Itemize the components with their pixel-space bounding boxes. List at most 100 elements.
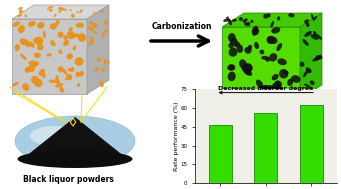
Ellipse shape xyxy=(19,10,21,14)
Ellipse shape xyxy=(312,57,318,62)
Ellipse shape xyxy=(278,92,288,99)
Ellipse shape xyxy=(34,79,43,87)
Text: Carbonization: Carbonization xyxy=(152,22,212,31)
Ellipse shape xyxy=(76,11,79,13)
Ellipse shape xyxy=(58,10,61,13)
Ellipse shape xyxy=(287,79,293,86)
Ellipse shape xyxy=(256,80,263,88)
Ellipse shape xyxy=(63,35,67,40)
Ellipse shape xyxy=(30,126,80,146)
Ellipse shape xyxy=(33,37,42,44)
Ellipse shape xyxy=(88,26,94,31)
Ellipse shape xyxy=(279,69,288,78)
Y-axis label: Rate performance (%): Rate performance (%) xyxy=(174,101,179,171)
Ellipse shape xyxy=(307,69,312,73)
Ellipse shape xyxy=(42,73,46,78)
Ellipse shape xyxy=(277,43,282,51)
Ellipse shape xyxy=(101,67,106,73)
Ellipse shape xyxy=(254,42,259,49)
Ellipse shape xyxy=(228,72,236,81)
Bar xyxy=(209,125,232,183)
Ellipse shape xyxy=(272,74,279,80)
Ellipse shape xyxy=(304,84,311,88)
Ellipse shape xyxy=(310,34,318,40)
Ellipse shape xyxy=(29,60,36,65)
Polygon shape xyxy=(87,5,109,94)
Ellipse shape xyxy=(272,83,278,89)
Ellipse shape xyxy=(262,85,270,94)
Ellipse shape xyxy=(90,36,93,40)
Ellipse shape xyxy=(59,87,64,93)
Ellipse shape xyxy=(32,61,39,67)
Ellipse shape xyxy=(313,31,316,36)
Ellipse shape xyxy=(228,47,237,57)
Ellipse shape xyxy=(71,67,74,71)
Ellipse shape xyxy=(103,29,108,34)
Ellipse shape xyxy=(104,59,107,67)
Ellipse shape xyxy=(35,37,43,45)
Ellipse shape xyxy=(28,21,36,27)
Ellipse shape xyxy=(304,31,312,37)
Ellipse shape xyxy=(20,9,23,13)
Ellipse shape xyxy=(18,7,23,10)
Ellipse shape xyxy=(104,21,108,25)
Ellipse shape xyxy=(226,16,229,19)
Ellipse shape xyxy=(13,82,19,86)
Ellipse shape xyxy=(15,44,20,50)
Ellipse shape xyxy=(76,22,84,28)
Ellipse shape xyxy=(15,46,20,51)
Ellipse shape xyxy=(67,68,74,72)
Ellipse shape xyxy=(228,64,235,71)
Ellipse shape xyxy=(55,83,63,88)
Ellipse shape xyxy=(79,71,84,76)
Ellipse shape xyxy=(29,41,35,48)
Ellipse shape xyxy=(25,14,27,17)
Ellipse shape xyxy=(58,66,64,73)
Ellipse shape xyxy=(63,40,69,46)
Ellipse shape xyxy=(237,44,243,53)
Ellipse shape xyxy=(79,9,83,13)
Ellipse shape xyxy=(244,47,252,54)
Text: Decreased disorder degree: Decreased disorder degree xyxy=(218,86,313,91)
Ellipse shape xyxy=(252,26,258,36)
Ellipse shape xyxy=(37,44,44,50)
Ellipse shape xyxy=(265,57,270,62)
Ellipse shape xyxy=(104,59,110,64)
Ellipse shape xyxy=(88,40,94,45)
Ellipse shape xyxy=(231,88,238,93)
Ellipse shape xyxy=(271,27,280,33)
Ellipse shape xyxy=(99,81,104,87)
Ellipse shape xyxy=(102,33,104,39)
Polygon shape xyxy=(20,117,130,161)
Bar xyxy=(300,105,323,183)
Ellipse shape xyxy=(77,83,80,87)
Ellipse shape xyxy=(48,80,56,83)
Ellipse shape xyxy=(39,69,45,76)
Ellipse shape xyxy=(269,53,277,62)
Ellipse shape xyxy=(288,13,295,17)
Ellipse shape xyxy=(59,7,63,11)
Ellipse shape xyxy=(89,21,92,25)
Ellipse shape xyxy=(92,23,98,28)
Ellipse shape xyxy=(75,57,84,66)
Ellipse shape xyxy=(270,21,274,28)
Ellipse shape xyxy=(260,87,269,96)
Ellipse shape xyxy=(246,22,250,26)
Ellipse shape xyxy=(250,20,253,23)
Ellipse shape xyxy=(17,14,22,17)
Ellipse shape xyxy=(232,19,237,22)
Ellipse shape xyxy=(61,8,64,11)
Ellipse shape xyxy=(275,86,284,96)
Ellipse shape xyxy=(28,65,35,72)
Ellipse shape xyxy=(260,50,264,54)
Ellipse shape xyxy=(277,58,287,65)
Ellipse shape xyxy=(243,69,252,76)
Ellipse shape xyxy=(268,36,278,44)
Ellipse shape xyxy=(31,76,39,84)
Ellipse shape xyxy=(261,56,268,60)
Ellipse shape xyxy=(304,19,309,24)
Ellipse shape xyxy=(266,13,271,18)
Ellipse shape xyxy=(234,42,240,47)
Ellipse shape xyxy=(78,33,86,42)
Ellipse shape xyxy=(20,54,27,60)
